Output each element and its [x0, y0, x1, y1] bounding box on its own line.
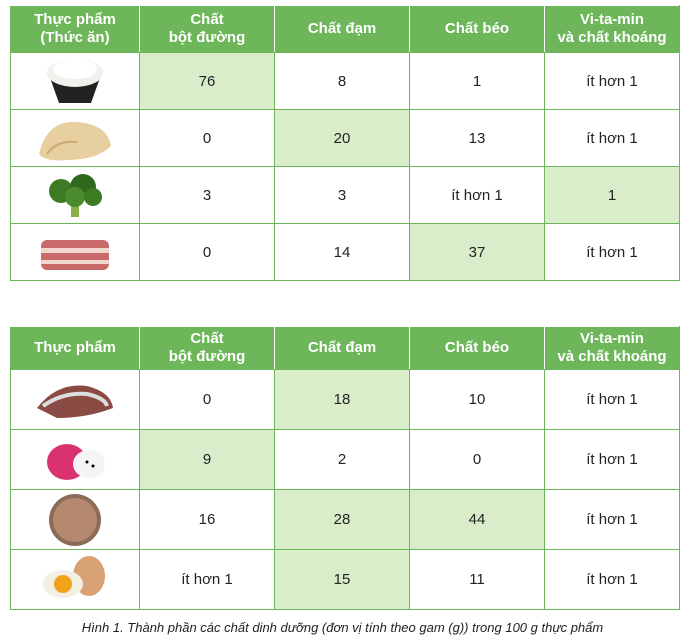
- value-cell: 1: [544, 166, 680, 224]
- caption: Hình 1. Thành phần các chất dinh dưỡng (…: [81, 620, 604, 635]
- column-header: Chất đạm: [274, 326, 410, 370]
- value-cell: 0: [139, 109, 275, 167]
- value-cell: 9: [139, 429, 275, 490]
- food-image: [49, 174, 102, 217]
- nutrition-table: Thực phẩm Chất bột đường Chất đạm Chất béo V…: [10, 326, 680, 610]
- table-row: 76 8 1 ít hơn 1: [10, 52, 680, 110]
- food-image-cell: [10, 109, 140, 167]
- food-image: [47, 443, 105, 480]
- column-header: Chất đạm: [274, 5, 410, 53]
- value-cell: 44: [409, 489, 545, 550]
- value-cell: 0: [139, 223, 275, 281]
- value-cell: 1: [409, 52, 545, 110]
- table-row: ít hơn 1 15 11 ít hơn 1: [10, 549, 680, 610]
- header-row: Thực phẩm (Thức ăn) Chất bột đường Chất đạ…: [10, 5, 680, 53]
- value-cell: ít hơn 1: [544, 109, 680, 167]
- value-cell: ít hơn 1: [544, 549, 680, 610]
- value-cell: ít hơn 1: [139, 549, 275, 610]
- table-row: 9 2 0 ít hơn 1: [10, 429, 680, 490]
- value-cell: ít hơn 1: [544, 489, 680, 550]
- column-header: Thực phẩm: [10, 326, 140, 370]
- table-row: 0 18 10 ít hơn 1: [10, 369, 680, 430]
- food-image: [39, 121, 111, 161]
- value-cell: 2: [274, 429, 410, 490]
- value-cell: 76: [139, 52, 275, 110]
- food-image-cell: [10, 166, 140, 224]
- column-header: Chất béo: [409, 5, 545, 53]
- table-row: 0 14 37 ít hơn 1: [10, 223, 680, 281]
- value-cell: 3: [274, 166, 410, 224]
- column-header: Chất béo: [409, 326, 545, 370]
- food-image: [47, 59, 103, 103]
- nutrition-table: Thực phẩm (Thức ăn) Chất bột đường Chất đạ…: [10, 5, 680, 281]
- value-cell: ít hơn 1: [409, 166, 545, 224]
- value-cell: 15: [274, 549, 410, 610]
- header-row: Thực phẩm Chất bột đường Chất đạm Chất béo V…: [10, 326, 680, 370]
- food-image-cell: [10, 52, 140, 110]
- food-image: [49, 493, 101, 546]
- food-image-cell: [10, 223, 140, 281]
- column-header: Chất bột đường: [139, 5, 275, 53]
- value-cell: ít hơn 1: [544, 52, 680, 110]
- value-cell: 3: [139, 166, 275, 224]
- food-image-cell: [10, 489, 140, 550]
- value-cell: 14: [274, 223, 410, 281]
- food-image: [43, 555, 105, 598]
- table-row: 16 28 44 ít hơn 1: [10, 489, 680, 550]
- value-cell: 10: [409, 369, 545, 430]
- column-header: Thực phẩm (Thức ăn): [10, 5, 140, 53]
- value-cell: 20: [274, 109, 410, 167]
- value-cell: 8: [274, 52, 410, 110]
- column-header: Vi-ta-min và chất khoáng: [544, 5, 680, 53]
- value-cell: 16: [139, 489, 275, 550]
- food-image: [37, 384, 113, 418]
- value-cell: ít hơn 1: [544, 369, 680, 430]
- food-image-cell: [10, 369, 140, 430]
- food-image-cell: [10, 429, 140, 490]
- value-cell: 0: [409, 429, 545, 490]
- value-cell: ít hơn 1: [544, 429, 680, 490]
- value-cell: 0: [139, 369, 275, 430]
- value-cell: 28: [274, 489, 410, 550]
- value-cell: 18: [274, 369, 410, 430]
- column-header: Chất bột đường: [139, 326, 275, 370]
- food-image-cell: [10, 549, 140, 610]
- value-cell: ít hơn 1: [544, 223, 680, 281]
- value-cell: 13: [409, 109, 545, 167]
- value-cell: 37: [409, 223, 545, 281]
- table-row: 0 20 13 ít hơn 1: [10, 109, 680, 167]
- food-image: [41, 240, 109, 270]
- column-header: Vi-ta-min và chất khoáng: [544, 326, 680, 370]
- value-cell: 11: [409, 549, 545, 610]
